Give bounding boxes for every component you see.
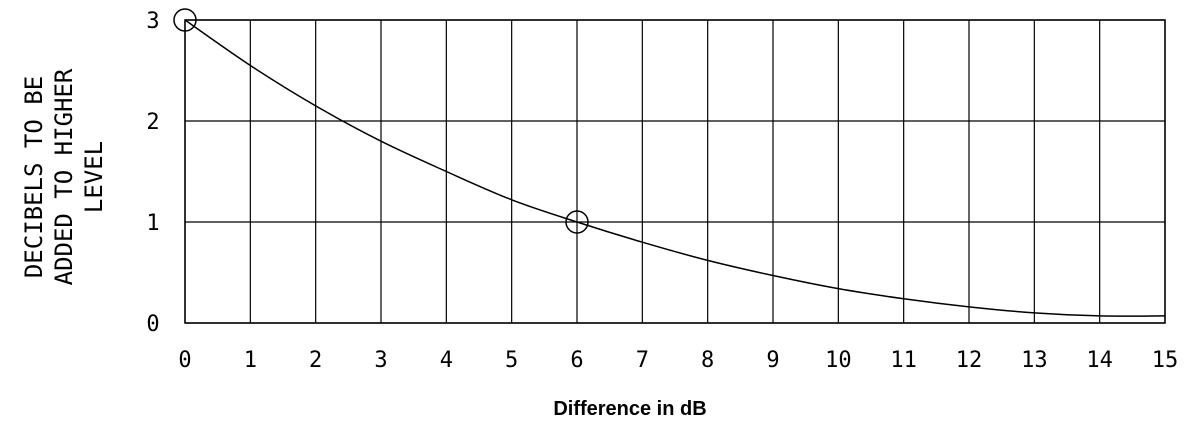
x-tick-label: 9 (766, 348, 779, 373)
x-tick-label: 8 (701, 348, 714, 373)
y-tick-label: 1 (146, 211, 159, 236)
y-tick-label: 2 (146, 110, 159, 135)
x-tick-label: 0 (178, 348, 191, 373)
x-tick-label: 5 (505, 348, 518, 373)
x-tick-label: 2 (309, 348, 322, 373)
y-tick-labels: 0 1 2 3 (146, 9, 159, 337)
y-axis-label-line: ADDED TO HIGHER (50, 68, 78, 285)
x-tick-label: 3 (374, 348, 387, 373)
y-axis-label: DECIBELS TO BE ADDED TO HIGHER LEVEL (20, 68, 108, 285)
grid (184, 19, 1166, 324)
x-tick-label: 11 (890, 348, 917, 373)
plot-frame (184, 19, 1166, 324)
x-axis-label: Difference in dB (553, 398, 706, 420)
x-tick-label: 1 (244, 348, 257, 373)
markers (173, 8, 589, 234)
data-marker (173, 8, 197, 32)
x-tick-label: 4 (440, 348, 453, 373)
x-tick-label: 13 (1021, 348, 1048, 373)
x-tick-label: 15 (1152, 348, 1179, 373)
data-marker (565, 210, 589, 234)
x-tick-label: 7 (636, 348, 649, 373)
x-tick-label: 10 (825, 348, 852, 373)
series-line (184, 19, 1166, 317)
x-tick-labels: 0 1 2 3 4 5 6 7 8 9 10 11 12 13 14 15 (178, 348, 1178, 373)
x-tick-label: 14 (1086, 348, 1113, 373)
x-tick-label: 6 (570, 348, 583, 373)
y-axis-label-line: DECIBELS TO BE (20, 76, 48, 278)
x-tick-label: 12 (956, 348, 983, 373)
y-tick-label: 3 (146, 9, 159, 34)
y-axis-label-line: LEVEL (80, 141, 108, 213)
y-tick-label: 0 (146, 312, 159, 337)
